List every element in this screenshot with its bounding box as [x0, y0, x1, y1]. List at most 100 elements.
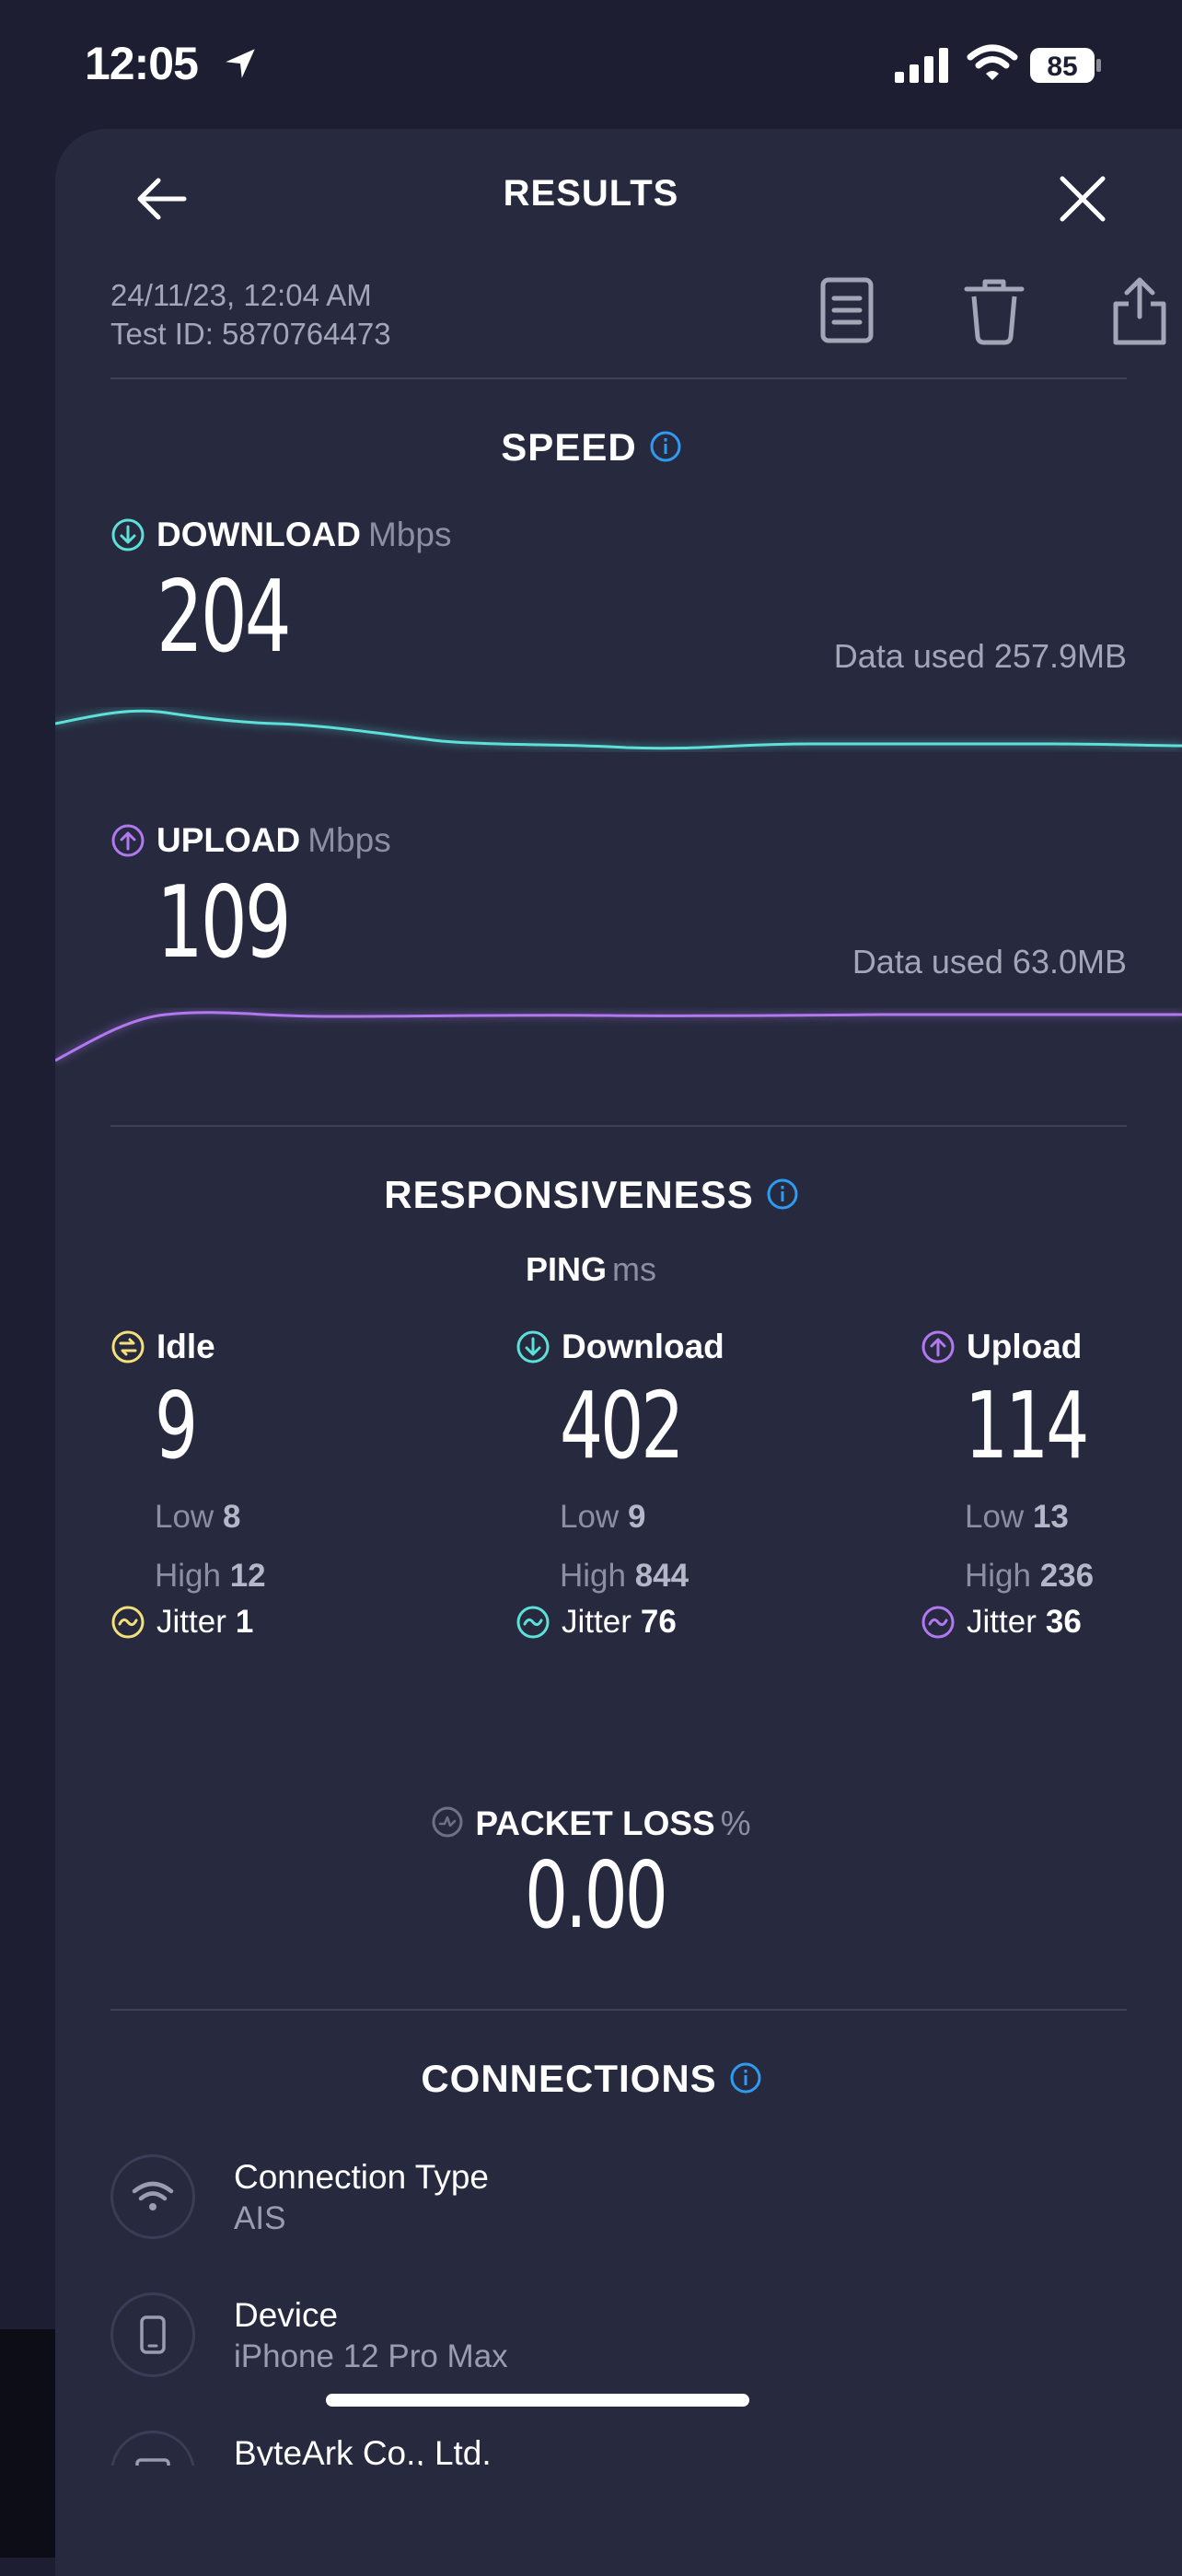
back-arrow-icon[interactable] — [129, 166, 195, 232]
download-label: DOWNLOAD Mbps — [110, 516, 451, 554]
ping-idle-label: Idle — [156, 1328, 215, 1365]
high-value: 12 — [229, 1558, 266, 1594]
upload-data-used: Data used 63.0MB — [852, 943, 1127, 981]
download-data-used: Data used 257.9MB — [833, 637, 1127, 675]
packet-loss-label: PACKET LOSS% — [55, 1804, 1127, 1843]
status-time: 12:05 — [85, 38, 199, 89]
ping-download-column: Download 402 Low 9 High 844 Jitter 76 — [516, 1328, 847, 1788]
connection-type-icon-circle — [110, 2154, 195, 2239]
device-value: iPhone 12 Pro Max — [234, 2338, 508, 2374]
download-speed-value: 204 — [156, 560, 292, 675]
ping-download-high: High 844 — [560, 1558, 689, 1595]
upload-speed-chart — [55, 1008, 1182, 1064]
ping-idle-header: Idle — [110, 1328, 215, 1366]
wifi-icon — [132, 2181, 174, 2210]
low-value: 13 — [1032, 1499, 1069, 1535]
jitter-icon — [516, 1606, 550, 1639]
battery-icon: 85 — [1030, 48, 1101, 83]
upload-speed-value: 109 — [156, 865, 292, 981]
high-value: 236 — [1039, 1558, 1095, 1594]
divider — [110, 2009, 1127, 2011]
low-label: Low — [965, 1499, 1025, 1535]
download-arrow-icon — [516, 1330, 550, 1363]
ping-upload-low: Low 13 — [965, 1499, 1069, 1536]
info-icon[interactable] — [730, 2062, 761, 2094]
ping-download-jitter: Jitter 76 — [516, 1604, 677, 1641]
wifi-status-icon — [967, 44, 1018, 80]
ping-upload-header: Upload — [921, 1328, 1082, 1366]
upload-label: UPLOAD Mbps — [110, 821, 391, 860]
connection-type-row: Connection Type AIS — [110, 2154, 1127, 2246]
connection-type-title: Connection Type — [234, 2158, 490, 2196]
trash-icon[interactable] — [961, 276, 1027, 346]
bottom-fade — [55, 2466, 1182, 2576]
ping-upload-value: 114 — [965, 1372, 1089, 1479]
high-label: High — [560, 1558, 626, 1594]
download-speed-chart — [55, 707, 1182, 752]
upload-label-text: UPLOAD — [156, 821, 301, 859]
jitter-value: 1 — [235, 1604, 254, 1640]
page-title: RESULTS — [503, 173, 679, 214]
connections-title-text: CONNECTIONS — [421, 2057, 717, 2100]
close-icon[interactable] — [1049, 166, 1116, 232]
upload-unit: Mbps — [307, 821, 391, 859]
packet-loss-unit: % — [720, 1804, 751, 1842]
connections-section-title: CONNECTIONS — [55, 2057, 1127, 2101]
jitter-value: 36 — [1045, 1604, 1082, 1640]
responsiveness-section-title: RESPONSIVENESS — [55, 1173, 1127, 1217]
jitter-label: Jitter — [562, 1604, 632, 1640]
high-label: High — [965, 1558, 1031, 1594]
ping-label: PING ms — [55, 1250, 1127, 1289]
notes-icon[interactable] — [814, 276, 880, 346]
ping-download-label: Download — [562, 1328, 724, 1365]
ping-download-low: Low 9 — [560, 1499, 645, 1536]
battery-level: 85 — [1047, 52, 1077, 82]
download-arrow-icon — [111, 518, 145, 551]
device-icon-circle — [110, 2292, 195, 2377]
ping-idle-value: 9 — [155, 1372, 198, 1479]
location-arrow-icon — [226, 49, 255, 78]
low-value: 9 — [627, 1499, 646, 1535]
ping-unit: ms — [612, 1250, 656, 1288]
high-value: 844 — [634, 1558, 690, 1594]
speed-section-title: SPEED — [55, 425, 1127, 470]
home-indicator[interactable] — [326, 2394, 749, 2407]
ping-idle-high: High 12 — [155, 1558, 266, 1595]
info-icon[interactable] — [650, 431, 681, 462]
ping-upload-column: Upload 114 Low 13 High 236 Jitter 36 — [921, 1328, 1182, 1788]
low-value: 8 — [222, 1499, 241, 1535]
device-row: Device iPhone 12 Pro Max — [110, 2292, 1127, 2385]
phone-icon — [140, 2315, 166, 2354]
status-bar: 12:05 85 — [0, 0, 1182, 129]
share-icon[interactable] — [1110, 276, 1169, 346]
ping-upload-label: Upload — [967, 1328, 1083, 1365]
ping-label-text: PING — [525, 1250, 607, 1288]
speed-title-text: SPEED — [501, 425, 637, 469]
divider — [110, 1125, 1127, 1127]
test-id: Test ID: 5870764473 — [110, 317, 391, 351]
ping-idle-column: Idle 9 Low 8 High 12 Jitter 1 — [110, 1328, 442, 1788]
download-unit: Mbps — [367, 516, 452, 553]
packet-loss-label-text: PACKET LOSS — [475, 1804, 715, 1842]
jitter-icon — [921, 1606, 955, 1639]
low-label: Low — [560, 1499, 620, 1535]
test-date: 24/11/23, 12:04 AM — [110, 278, 372, 312]
low-label: Low — [155, 1499, 214, 1535]
upload-arrow-icon — [111, 824, 145, 857]
device-title: Device — [234, 2296, 339, 2334]
ping-download-value: 402 — [560, 1372, 684, 1479]
idle-icon — [111, 1330, 145, 1363]
jitter-value: 76 — [640, 1604, 677, 1640]
packet-loss-icon — [432, 1806, 463, 1838]
divider — [110, 377, 1127, 379]
jitter-icon — [111, 1606, 145, 1639]
ping-upload-jitter: Jitter 36 — [921, 1604, 1082, 1641]
packet-loss-value: 0.00 — [525, 1841, 668, 1949]
ping-download-header: Download — [516, 1328, 724, 1366]
info-icon[interactable] — [767, 1178, 798, 1210]
high-label: High — [155, 1558, 221, 1594]
ping-idle-jitter: Jitter 1 — [110, 1604, 253, 1641]
upload-arrow-icon — [921, 1330, 955, 1363]
ping-upload-high: High 236 — [965, 1558, 1094, 1595]
results-sheet: RESULTS 24/11/23, 12:04 AM Test ID: 5870… — [55, 129, 1182, 2576]
